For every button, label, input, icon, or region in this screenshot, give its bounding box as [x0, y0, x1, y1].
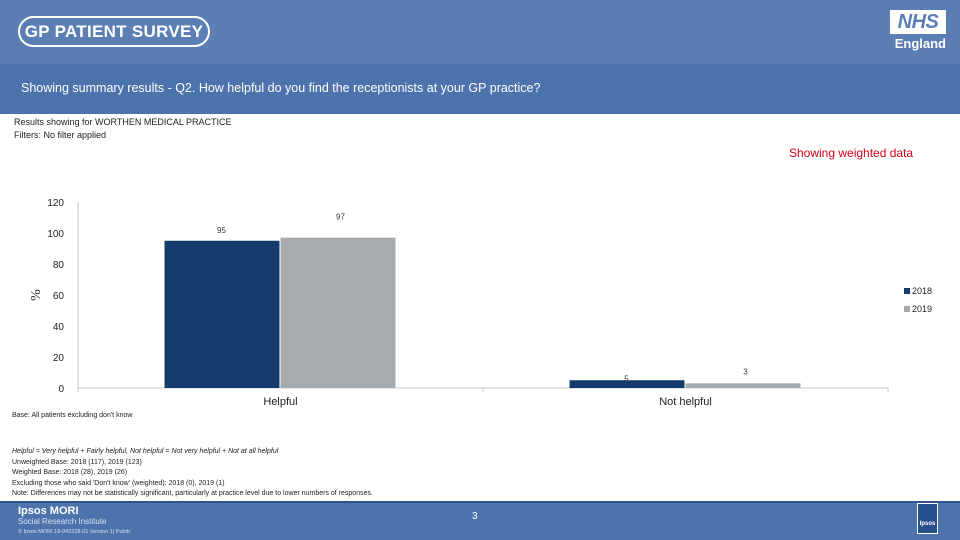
gp-patient-survey-logo: GP PATIENT SURVEY	[18, 16, 210, 47]
x-tick-label: Not helpful	[659, 396, 712, 408]
footnotes: Helpful = Very helpful + Fairly helpful,…	[12, 447, 373, 500]
legend-swatch-2019	[904, 306, 910, 312]
footer-divider	[0, 501, 960, 503]
y-tick-label: 120	[47, 198, 64, 209]
header-banner: GP PATIENT SURVEY NHS England	[0, 0, 960, 64]
data-label: 5	[624, 374, 629, 383]
bar-2018-helpful	[164, 240, 280, 388]
y-tick-label: 80	[53, 260, 65, 271]
results-for-text: Results showing for WORTHEN MEDICAL PRAC…	[14, 117, 232, 127]
ipsos-division: Social Research Institute	[18, 517, 107, 526]
base-note: Base: All patients excluding don't know	[12, 412, 133, 419]
footer-bar: Ipsos MORI Social Research Institute © I…	[0, 503, 960, 540]
x-tick-label: Helpful	[263, 396, 297, 408]
ipsos-mori-name: Ipsos MORI	[18, 505, 79, 517]
filters-text: Filters: No filter applied	[14, 130, 107, 140]
question-banner: Showing summary results - Q2. How helpfu…	[0, 64, 960, 114]
y-tick-label: 0	[58, 384, 64, 395]
question-title: Showing summary results - Q2. How helpfu…	[21, 81, 541, 95]
legend-label-2019: 2019	[912, 304, 932, 314]
bar-2019-helpful	[280, 237, 396, 388]
y-axis-label: %	[29, 289, 44, 301]
nhs-logo-subtext: England	[894, 36, 946, 51]
legend-swatch-2018	[904, 288, 910, 294]
bar-2018-not-helpful	[569, 380, 685, 388]
y-tick-label: 20	[53, 353, 65, 364]
footnote-unweighted-base: Unweighted Base: 2018 (117), 2019 (123)	[12, 458, 142, 466]
copyright-text: © Ipsos MORI 18-042228-01 Version 1| Pub…	[18, 529, 131, 535]
weighted-data-note: Showing weighted data	[789, 146, 914, 160]
bar-chart: 0 20 40 60 80 100 120% 95 97 Helpful 5 3 Not helpful…	[29, 198, 932, 408]
data-label: 95	[217, 226, 226, 235]
y-tick-label: 40	[53, 322, 65, 333]
footnote-significance: Note: Differences may not be statistical…	[12, 490, 373, 497]
nhs-england-logo: NHS England	[890, 10, 946, 51]
ipsos-logo-badge: Ipsos	[917, 503, 938, 534]
bar-2019-not-helpful	[685, 383, 801, 388]
legend-label-2018: 2018	[912, 286, 932, 296]
data-label: 97	[336, 213, 345, 222]
data-label: 3	[743, 367, 748, 376]
page-number: 3	[472, 511, 478, 522]
footnote-definition: Helpful = Very helpful + Fairly helpful,…	[12, 448, 279, 455]
footnote-excluding: Excluding those who said 'Don't know' (w…	[12, 479, 225, 487]
nhs-logo-box: NHS	[890, 10, 946, 34]
footnote-weighted-base: Weighted Base: 2018 (28), 2019 (26)	[12, 469, 128, 476]
y-tick-label: 60	[53, 291, 65, 302]
y-tick-label: 100	[47, 229, 64, 240]
